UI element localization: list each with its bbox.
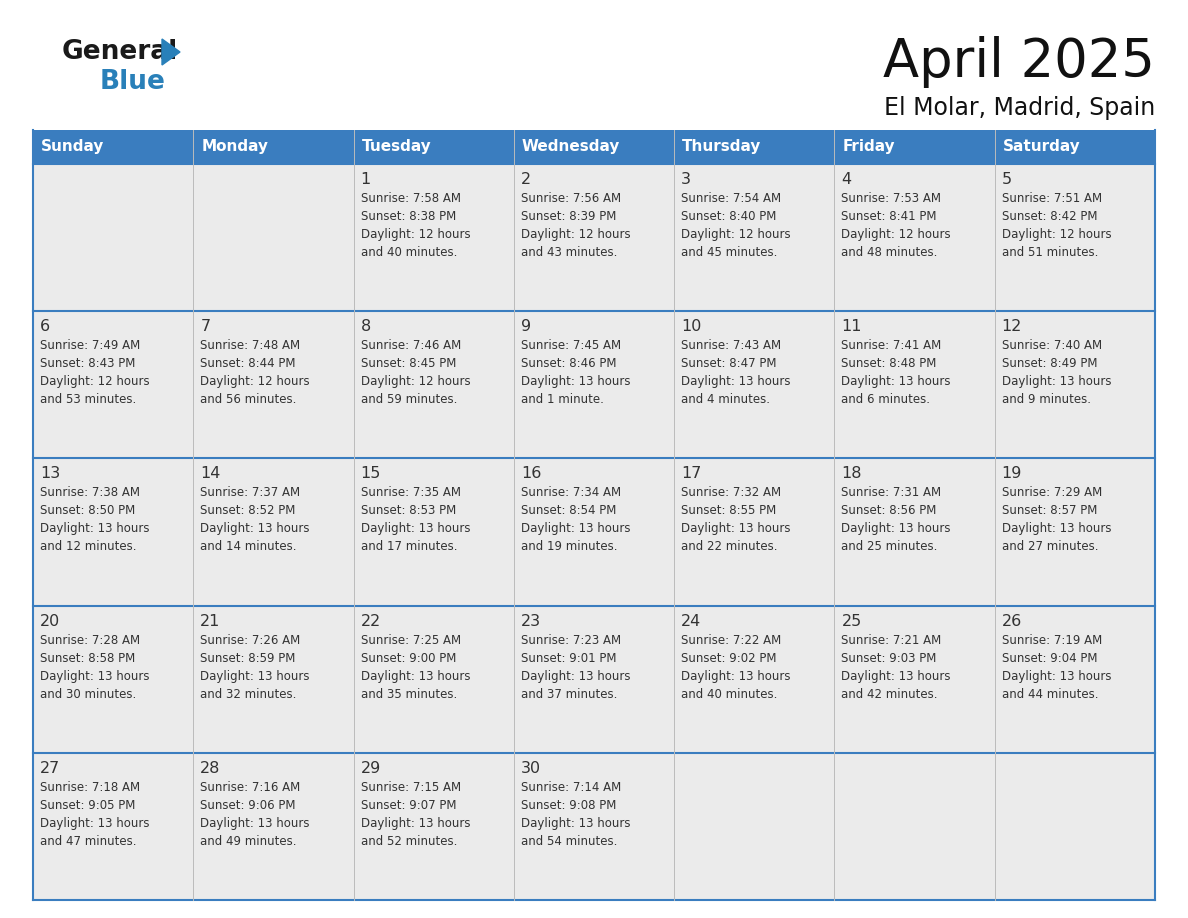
- Text: 25: 25: [841, 613, 861, 629]
- Bar: [33, 458, 1155, 606]
- Text: 13: 13: [40, 466, 61, 481]
- Text: Sunrise: 7:46 AM
Sunset: 8:45 PM
Daylight: 12 hours
and 59 minutes.: Sunrise: 7:46 AM Sunset: 8:45 PM Dayligh…: [361, 339, 470, 406]
- Text: Sunrise: 7:28 AM
Sunset: 8:58 PM
Daylight: 13 hours
and 30 minutes.: Sunrise: 7:28 AM Sunset: 8:58 PM Dayligh…: [40, 633, 150, 700]
- Text: 28: 28: [201, 761, 221, 776]
- Text: Sunrise: 7:32 AM
Sunset: 8:55 PM
Daylight: 13 hours
and 22 minutes.: Sunrise: 7:32 AM Sunset: 8:55 PM Dayligh…: [681, 487, 791, 554]
- Text: 18: 18: [841, 466, 862, 481]
- Bar: [33, 753, 1155, 900]
- Text: Sunrise: 7:15 AM
Sunset: 9:07 PM
Daylight: 13 hours
and 52 minutes.: Sunrise: 7:15 AM Sunset: 9:07 PM Dayligh…: [361, 781, 470, 848]
- Text: Sunrise: 7:14 AM
Sunset: 9:08 PM
Daylight: 13 hours
and 54 minutes.: Sunrise: 7:14 AM Sunset: 9:08 PM Dayligh…: [520, 781, 631, 848]
- Text: 11: 11: [841, 319, 862, 334]
- Text: Sunrise: 7:19 AM
Sunset: 9:04 PM
Daylight: 13 hours
and 44 minutes.: Sunrise: 7:19 AM Sunset: 9:04 PM Dayligh…: [1001, 633, 1111, 700]
- Text: Sunrise: 7:22 AM
Sunset: 9:02 PM
Daylight: 13 hours
and 40 minutes.: Sunrise: 7:22 AM Sunset: 9:02 PM Dayligh…: [681, 633, 791, 700]
- Text: Sunrise: 7:51 AM
Sunset: 8:42 PM
Daylight: 12 hours
and 51 minutes.: Sunrise: 7:51 AM Sunset: 8:42 PM Dayligh…: [1001, 192, 1111, 259]
- Text: Sunrise: 7:31 AM
Sunset: 8:56 PM
Daylight: 13 hours
and 25 minutes.: Sunrise: 7:31 AM Sunset: 8:56 PM Dayligh…: [841, 487, 950, 554]
- Text: Wednesday: Wednesday: [522, 140, 620, 154]
- Text: 6: 6: [40, 319, 50, 334]
- Text: 20: 20: [40, 613, 61, 629]
- Text: Sunrise: 7:40 AM
Sunset: 8:49 PM
Daylight: 13 hours
and 9 minutes.: Sunrise: 7:40 AM Sunset: 8:49 PM Dayligh…: [1001, 339, 1111, 406]
- Text: Sunrise: 7:48 AM
Sunset: 8:44 PM
Daylight: 12 hours
and 56 minutes.: Sunrise: 7:48 AM Sunset: 8:44 PM Dayligh…: [201, 339, 310, 406]
- Text: 24: 24: [681, 613, 701, 629]
- Text: 7: 7: [201, 319, 210, 334]
- Text: 3: 3: [681, 172, 691, 187]
- Text: 27: 27: [40, 761, 61, 776]
- Text: 17: 17: [681, 466, 702, 481]
- Text: 30: 30: [520, 761, 541, 776]
- Text: El Molar, Madrid, Spain: El Molar, Madrid, Spain: [884, 96, 1155, 120]
- Text: Sunrise: 7:29 AM
Sunset: 8:57 PM
Daylight: 13 hours
and 27 minutes.: Sunrise: 7:29 AM Sunset: 8:57 PM Dayligh…: [1001, 487, 1111, 554]
- Text: 15: 15: [361, 466, 381, 481]
- Text: Sunrise: 7:21 AM
Sunset: 9:03 PM
Daylight: 13 hours
and 42 minutes.: Sunrise: 7:21 AM Sunset: 9:03 PM Dayligh…: [841, 633, 950, 700]
- Text: Sunrise: 7:41 AM
Sunset: 8:48 PM
Daylight: 13 hours
and 6 minutes.: Sunrise: 7:41 AM Sunset: 8:48 PM Dayligh…: [841, 339, 950, 406]
- Bar: [33, 164, 1155, 311]
- Text: 23: 23: [520, 613, 541, 629]
- Text: 5: 5: [1001, 172, 1012, 187]
- Text: Sunrise: 7:35 AM
Sunset: 8:53 PM
Daylight: 13 hours
and 17 minutes.: Sunrise: 7:35 AM Sunset: 8:53 PM Dayligh…: [361, 487, 470, 554]
- Text: Sunrise: 7:49 AM
Sunset: 8:43 PM
Daylight: 12 hours
and 53 minutes.: Sunrise: 7:49 AM Sunset: 8:43 PM Dayligh…: [40, 339, 150, 406]
- Bar: [33, 130, 1155, 164]
- Bar: [33, 311, 1155, 458]
- Text: 9: 9: [520, 319, 531, 334]
- Text: Sunrise: 7:56 AM
Sunset: 8:39 PM
Daylight: 12 hours
and 43 minutes.: Sunrise: 7:56 AM Sunset: 8:39 PM Dayligh…: [520, 192, 631, 259]
- Text: Sunrise: 7:53 AM
Sunset: 8:41 PM
Daylight: 12 hours
and 48 minutes.: Sunrise: 7:53 AM Sunset: 8:41 PM Dayligh…: [841, 192, 952, 259]
- Text: Sunrise: 7:23 AM
Sunset: 9:01 PM
Daylight: 13 hours
and 37 minutes.: Sunrise: 7:23 AM Sunset: 9:01 PM Dayligh…: [520, 633, 631, 700]
- Text: 16: 16: [520, 466, 542, 481]
- Text: Sunrise: 7:58 AM
Sunset: 8:38 PM
Daylight: 12 hours
and 40 minutes.: Sunrise: 7:58 AM Sunset: 8:38 PM Dayligh…: [361, 192, 470, 259]
- Text: April 2025: April 2025: [883, 36, 1155, 88]
- Text: Thursday: Thursday: [682, 140, 762, 154]
- Text: Saturday: Saturday: [1003, 140, 1080, 154]
- Text: Sunrise: 7:34 AM
Sunset: 8:54 PM
Daylight: 13 hours
and 19 minutes.: Sunrise: 7:34 AM Sunset: 8:54 PM Dayligh…: [520, 487, 631, 554]
- Text: 19: 19: [1001, 466, 1022, 481]
- Text: 1: 1: [361, 172, 371, 187]
- Text: Tuesday: Tuesday: [361, 140, 431, 154]
- Text: Sunrise: 7:45 AM
Sunset: 8:46 PM
Daylight: 13 hours
and 1 minute.: Sunrise: 7:45 AM Sunset: 8:46 PM Dayligh…: [520, 339, 631, 406]
- Text: Sunrise: 7:25 AM
Sunset: 9:00 PM
Daylight: 13 hours
and 35 minutes.: Sunrise: 7:25 AM Sunset: 9:00 PM Dayligh…: [361, 633, 470, 700]
- Text: Sunrise: 7:18 AM
Sunset: 9:05 PM
Daylight: 13 hours
and 47 minutes.: Sunrise: 7:18 AM Sunset: 9:05 PM Dayligh…: [40, 781, 150, 848]
- Polygon shape: [162, 39, 181, 65]
- Text: 26: 26: [1001, 613, 1022, 629]
- Text: Monday: Monday: [201, 140, 268, 154]
- Text: 14: 14: [201, 466, 221, 481]
- Text: 12: 12: [1001, 319, 1022, 334]
- Text: Blue: Blue: [100, 69, 166, 95]
- Text: 22: 22: [361, 613, 381, 629]
- Text: Sunrise: 7:43 AM
Sunset: 8:47 PM
Daylight: 13 hours
and 4 minutes.: Sunrise: 7:43 AM Sunset: 8:47 PM Dayligh…: [681, 339, 791, 406]
- Bar: [33, 606, 1155, 753]
- Text: Sunrise: 7:37 AM
Sunset: 8:52 PM
Daylight: 13 hours
and 14 minutes.: Sunrise: 7:37 AM Sunset: 8:52 PM Dayligh…: [201, 487, 310, 554]
- Text: 21: 21: [201, 613, 221, 629]
- Text: General: General: [62, 39, 178, 65]
- Text: Sunrise: 7:54 AM
Sunset: 8:40 PM
Daylight: 12 hours
and 45 minutes.: Sunrise: 7:54 AM Sunset: 8:40 PM Dayligh…: [681, 192, 791, 259]
- Text: 29: 29: [361, 761, 381, 776]
- Text: 2: 2: [520, 172, 531, 187]
- Text: Sunday: Sunday: [42, 140, 105, 154]
- Text: Sunrise: 7:38 AM
Sunset: 8:50 PM
Daylight: 13 hours
and 12 minutes.: Sunrise: 7:38 AM Sunset: 8:50 PM Dayligh…: [40, 487, 150, 554]
- Text: Friday: Friday: [842, 140, 895, 154]
- Text: 4: 4: [841, 172, 852, 187]
- Text: 10: 10: [681, 319, 702, 334]
- Text: Sunrise: 7:16 AM
Sunset: 9:06 PM
Daylight: 13 hours
and 49 minutes.: Sunrise: 7:16 AM Sunset: 9:06 PM Dayligh…: [201, 781, 310, 848]
- Text: 8: 8: [361, 319, 371, 334]
- Text: Sunrise: 7:26 AM
Sunset: 8:59 PM
Daylight: 13 hours
and 32 minutes.: Sunrise: 7:26 AM Sunset: 8:59 PM Dayligh…: [201, 633, 310, 700]
